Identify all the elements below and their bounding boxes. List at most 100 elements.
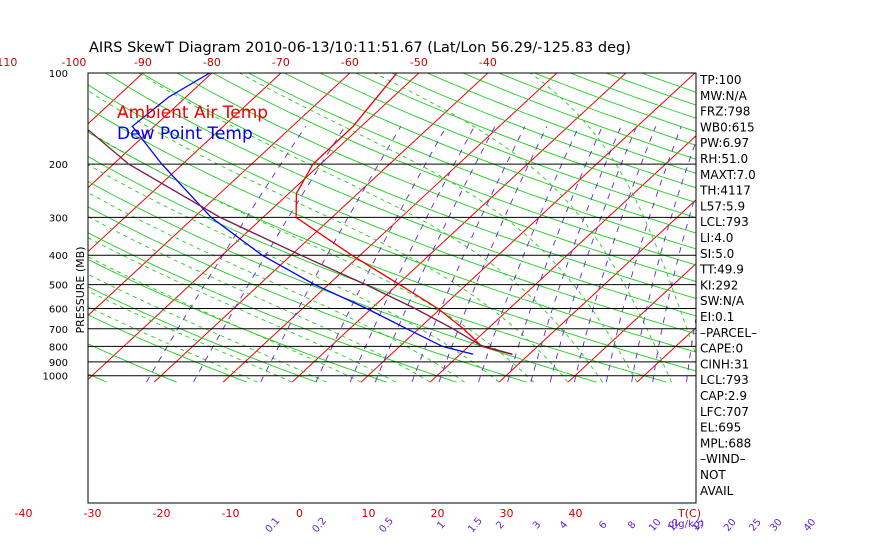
index-label: TH:4117 xyxy=(699,184,751,198)
dry-adiabat-line xyxy=(88,343,177,383)
pressure-tick-label: 500 xyxy=(49,281,68,292)
top-temp-tick-label: -90 xyxy=(134,56,152,69)
dry-adiabat-line xyxy=(176,73,696,282)
profiles xyxy=(88,73,513,355)
isotherm-line xyxy=(844,59,870,382)
index-label: LI:4.0 xyxy=(700,231,733,245)
pressure-tick-label: 800 xyxy=(49,342,68,353)
parcel-line xyxy=(88,128,513,355)
moist-adiabat-line xyxy=(88,164,500,383)
dewpoint-line xyxy=(131,73,474,355)
moist-adiabat-line xyxy=(373,73,673,383)
index-label: SW:N/A xyxy=(700,294,745,308)
index-label: L57:5.9 xyxy=(700,199,745,213)
mixing-ratio-tick-label: 3 xyxy=(531,519,544,531)
bottom-temp-tick-label: 40 xyxy=(569,507,583,520)
dry-adiabat-line xyxy=(140,73,696,299)
mixing-ratio-tick-label: 30 xyxy=(768,517,785,534)
index-label: NOT xyxy=(700,468,726,482)
mixing-ratio-tick-label: 0.1 xyxy=(264,516,283,535)
isotherm-line xyxy=(498,199,696,383)
index-label: MPL:688 xyxy=(700,436,751,450)
bottom-temp-tick-label: 30 xyxy=(500,507,514,520)
isotherm-line xyxy=(88,73,144,125)
pressure-tick-label: 400 xyxy=(49,251,68,262)
index-label: –WIND– xyxy=(700,452,746,466)
moist-adiabat-line xyxy=(529,73,696,356)
top-temp-tick-label: -100 xyxy=(61,56,86,69)
index-label: PW:6.97 xyxy=(700,136,749,150)
top-temp-tick-label: -40 xyxy=(479,56,497,69)
index-label: CINH:31 xyxy=(700,357,749,371)
dry-adiabat-line xyxy=(390,73,696,189)
index-label: KI:292 xyxy=(700,278,738,292)
dry-adiabat-line xyxy=(88,107,696,353)
index-label: CAPE:0 xyxy=(700,342,743,356)
pressure-tick-label: 700 xyxy=(49,325,68,336)
pressure-tick-label: 600 xyxy=(49,305,68,316)
moist-adiabat-line xyxy=(88,192,465,383)
index-label: MAXT:7.0 xyxy=(700,168,756,182)
isotherm-line xyxy=(88,73,351,317)
pressure-tick-label: 200 xyxy=(49,160,68,171)
mixing-ratio-line xyxy=(478,126,580,383)
isotherm-line xyxy=(0,59,20,382)
mixing-ratio-unit-label: q(g/kg) xyxy=(668,519,704,530)
dry-adiabat-line xyxy=(318,73,696,219)
bottom-temp-tick-label: 20 xyxy=(431,507,445,520)
dry-adiabat-line xyxy=(88,286,317,383)
mixing-ratio-tick-label: 0.2 xyxy=(310,516,329,535)
pressure-tick-label: 100 xyxy=(49,69,68,80)
temp-axis-unit: T(C) xyxy=(677,507,701,520)
index-label: AVAIL xyxy=(700,484,734,498)
index-label: LCL:793 xyxy=(700,215,749,229)
isotherm-line xyxy=(429,135,696,383)
index-label: TP:100 xyxy=(699,73,742,87)
y-axis-label: PRESSURE (MB) xyxy=(74,247,87,334)
index-label: FRZ:798 xyxy=(700,105,750,119)
mixing-ratio-tick-label: 4 xyxy=(558,519,571,531)
pressure-tick-label: 300 xyxy=(49,213,68,224)
dry-adiabat-line xyxy=(104,73,696,317)
bottom-temp-tick-label: 10 xyxy=(362,507,376,520)
index-label: CAP:2.9 xyxy=(700,389,747,403)
dry-adiabat-line xyxy=(88,180,597,383)
isotherm-line xyxy=(291,73,627,383)
mixing-ratio-line xyxy=(411,126,526,383)
dry-adiabat-line xyxy=(533,73,696,133)
index-label: EI:0.1 xyxy=(700,310,734,324)
index-label: RH:51.0 xyxy=(700,152,748,166)
index-label: EL:695 xyxy=(700,421,741,435)
mixing-ratio-line xyxy=(349,126,475,383)
pressure-tick-label: 1000 xyxy=(43,372,68,383)
top-temp-tick-label: -80 xyxy=(203,56,221,69)
mixing-ratio-tick-label: 10 xyxy=(647,517,664,534)
mixing-ratio-tick-label: 6 xyxy=(597,519,610,531)
pressure-tick-label: 900 xyxy=(49,358,68,369)
dry-adiabat-line xyxy=(211,73,696,266)
mixing-ratio-tick-label: 20 xyxy=(722,517,739,534)
dry-adiabat-line xyxy=(88,155,667,383)
isotherm-line xyxy=(88,73,213,189)
legend-label-air-temp: Ambient Air Temp xyxy=(117,103,268,123)
mixing-ratio-tick-label: 0.5 xyxy=(377,516,396,535)
legend: Ambient Air Temp Dew Point Temp xyxy=(117,103,268,144)
dry-adiabat-line xyxy=(497,73,696,146)
mixing-ratio-line xyxy=(549,126,637,383)
mixing-ratio-tick-label: 1.5 xyxy=(466,516,485,535)
mixing-ratio-tick-label: 8 xyxy=(626,519,639,531)
dry-adiabat-line xyxy=(461,73,696,160)
dry-adiabat-line xyxy=(354,73,696,204)
plot-frame xyxy=(87,72,697,504)
mixing-ratio-tick-label: 25 xyxy=(747,517,764,534)
bottom-temp-tick-label: -40 xyxy=(15,507,33,520)
dry-adiabat-line xyxy=(88,131,696,372)
moist-adiabat-line xyxy=(88,237,396,383)
chart-title: AIRS SkewT Diagram 2010-06-13/10:11:51.6… xyxy=(89,40,631,56)
index-label: LCL:793 xyxy=(700,373,749,387)
mixing-ratio-tick-label: 2 xyxy=(494,519,507,531)
dry-adiabat-line xyxy=(88,258,387,383)
dry-adiabat-line xyxy=(247,73,696,250)
moist-adiabat-line xyxy=(88,256,362,383)
